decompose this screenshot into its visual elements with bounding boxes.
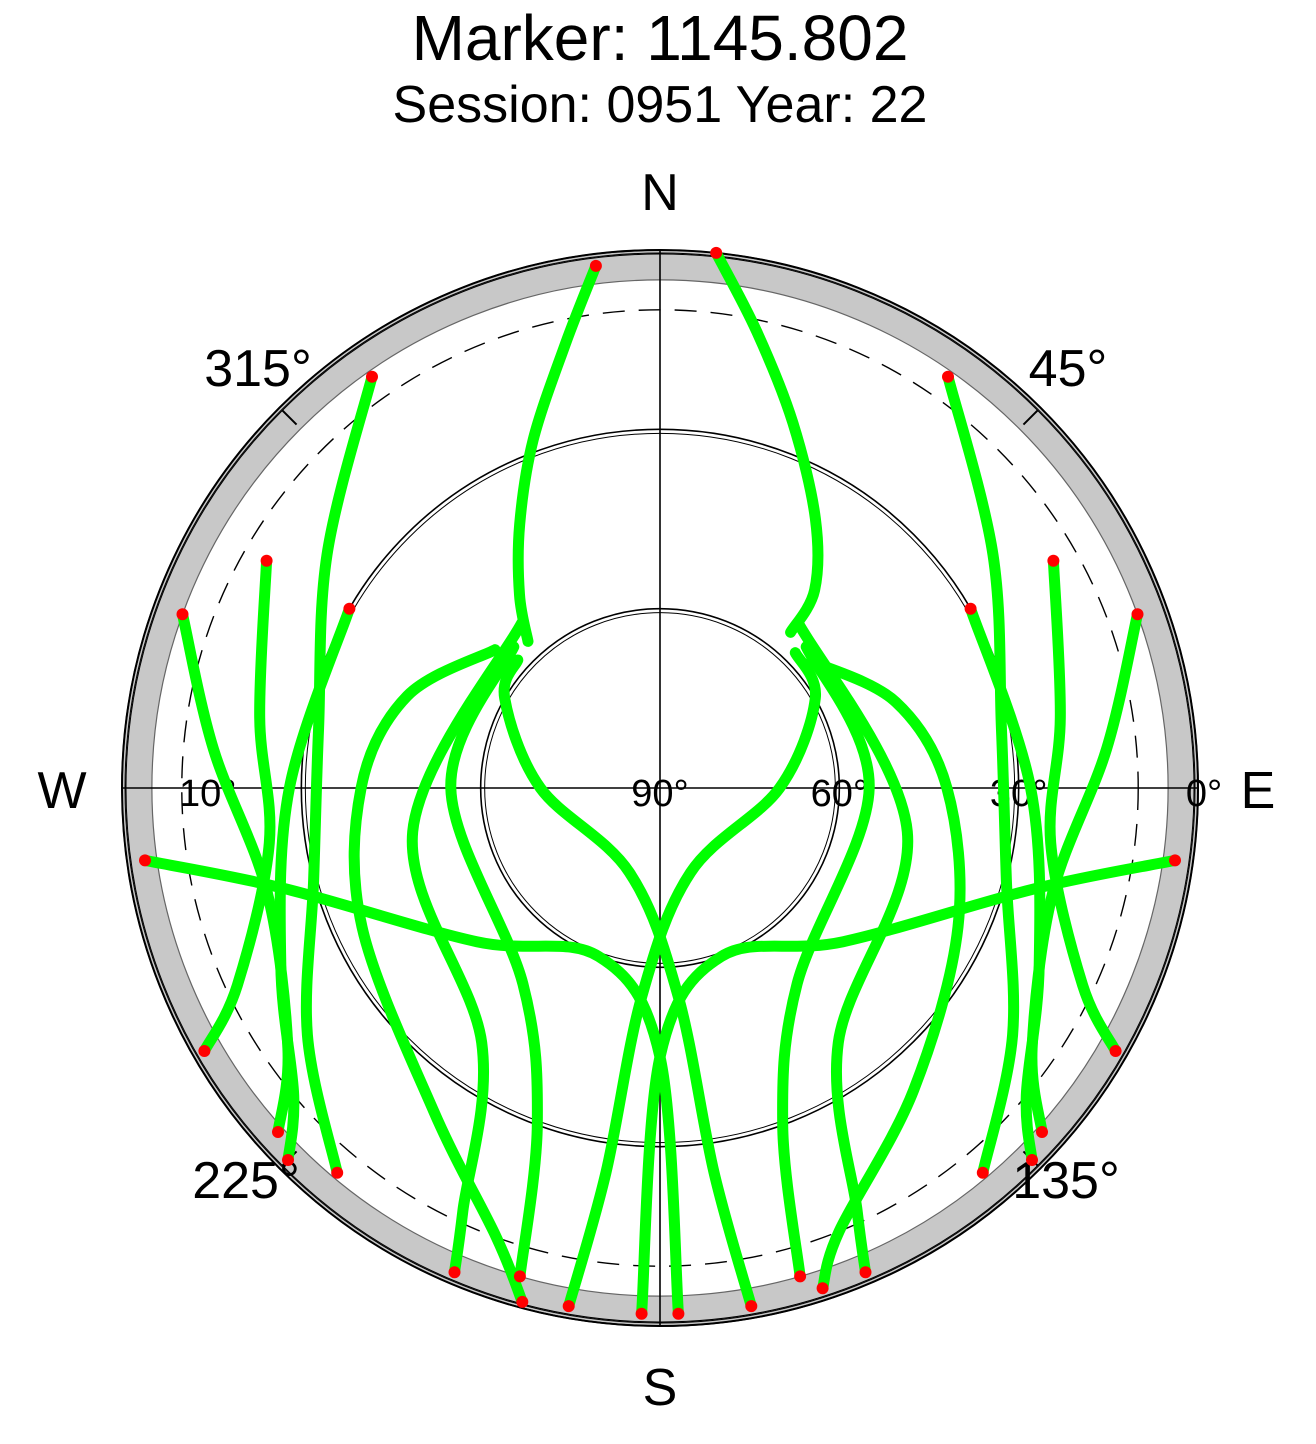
satellite-track-12 <box>1026 608 1143 1138</box>
direction-north-label: N <box>641 164 679 222</box>
azimuth-label-315: 315° <box>204 340 312 398</box>
elevation-label-east-90: 90° <box>631 773 688 815</box>
satellite-track-3 <box>348 644 528 1308</box>
satellite-track-16 <box>1044 555 1122 1057</box>
track-endpoint-19-start <box>139 854 151 867</box>
track-endpoint-9-start <box>366 370 378 383</box>
satellite-track-18 <box>792 617 914 1278</box>
track-endpoint-16-end <box>1109 1045 1122 1057</box>
track-endpoint-11-start <box>176 608 189 621</box>
satellite-track-19 <box>139 854 684 1320</box>
satellite-track-8 <box>563 647 821 1312</box>
track-endpoint-7-end <box>745 1300 758 1313</box>
satellite-track-9 <box>300 371 378 1179</box>
track-endpoint-12-end <box>1036 1126 1048 1138</box>
track-endpoint-1-end <box>589 259 602 272</box>
azimuth-label-45: 45° <box>1029 340 1108 398</box>
track-endpoint-4-end <box>816 1282 829 1295</box>
satellite-track-14 <box>777 641 875 1282</box>
track-endpoint-15-start <box>260 554 273 567</box>
satellite-track-10 <box>942 371 1020 1179</box>
track-endpoint-17-end <box>448 1266 461 1279</box>
azimuth-tick-315 <box>281 409 298 426</box>
track-endpoint-13-end <box>513 1270 526 1283</box>
satellite-track-13 <box>445 641 543 1282</box>
track-endpoint-12-start <box>1131 608 1144 621</box>
elevation-label-east-0: 0° <box>1186 773 1222 815</box>
track-endpoint-14-end <box>794 1270 807 1283</box>
satellite-track-2 <box>710 247 824 638</box>
track-endpoint-3-end <box>516 1295 529 1308</box>
track-endpoint-18-end <box>859 1266 872 1279</box>
track-endpoint-9-end <box>331 1166 344 1179</box>
elevation-label-east-60: 60° <box>811 773 868 815</box>
satellite-track-4 <box>805 655 966 1294</box>
azimuth-tick-45 <box>1022 409 1039 426</box>
track-endpoint-8-end <box>562 1300 575 1313</box>
track-endpoint-5-end <box>282 1154 294 1166</box>
satellite-track-11 <box>177 608 294 1138</box>
chart-subtitle: Session: 0951 Year: 22 <box>393 76 928 134</box>
track-endpoint-16-start <box>1047 554 1060 567</box>
track-endpoint-10-start <box>942 370 954 383</box>
track-endpoint-5-start <box>343 602 356 615</box>
horizon-boundary <box>121 249 1199 1327</box>
satellite-track-1 <box>512 260 602 647</box>
track-endpoint-6-end <box>1026 1154 1038 1166</box>
satellite-track-17 <box>406 617 528 1278</box>
satellite-track-20 <box>636 854 1181 1320</box>
track-endpoint-20-start <box>1169 854 1181 867</box>
horizon-boundary-inner <box>124 252 1196 1324</box>
track-endpoint-20-end <box>635 1307 648 1320</box>
satellite-track-7 <box>498 654 757 1312</box>
direction-south-label: S <box>643 1359 678 1417</box>
track-endpoint-15-end <box>198 1045 211 1057</box>
direction-east-label: E <box>1241 762 1276 820</box>
track-endpoint-6-start <box>964 602 977 615</box>
direction-west-label: W <box>37 762 86 820</box>
track-endpoint-19-end <box>672 1307 685 1320</box>
track-endpoint-2-end <box>710 246 723 259</box>
polar-plot-area: 315° 45°225° 135°90° 60° 30° 0°10° <box>121 246 1222 1327</box>
track-endpoint-11-end <box>272 1126 284 1138</box>
track-endpoint-10-end <box>976 1166 989 1179</box>
chart-title: Marker: 1145.802 <box>412 2 909 74</box>
satellite-track-15 <box>198 555 276 1057</box>
azimuth-label-225: 225° <box>192 1152 300 1210</box>
